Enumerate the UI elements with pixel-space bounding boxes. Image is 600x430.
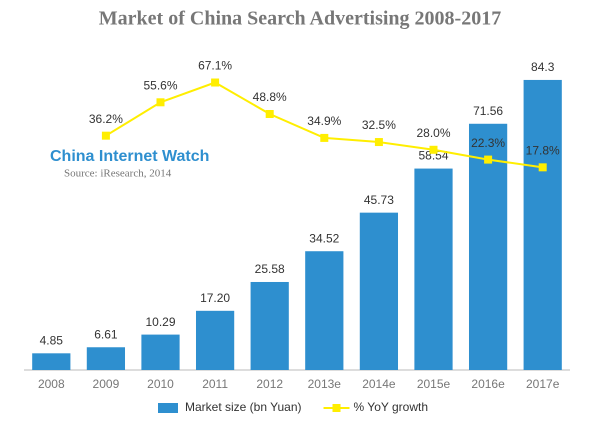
legend-label: Market size (bn Yuan): [185, 400, 302, 414]
bar: [305, 251, 344, 370]
line-label: 36.2%: [89, 112, 123, 126]
x-tick-label: 2010: [147, 377, 174, 391]
line-marker: [211, 78, 220, 87]
bar-label: 58.54: [418, 149, 448, 163]
bar-label: 17.20: [200, 291, 230, 305]
chart-title: Market of China Search Advertising 2008-…: [99, 8, 501, 30]
line-marker: [320, 133, 329, 142]
line-marker: [374, 138, 383, 147]
x-tick-label: 2009: [93, 377, 120, 391]
line-marker: [265, 110, 274, 118]
bar: [359, 212, 399, 370]
x-tick-label: 2017e: [526, 377, 560, 391]
x-tick-label: 2012: [256, 377, 283, 391]
line-label: 48.8%: [253, 90, 287, 104]
bar: [141, 334, 180, 370]
bar: [250, 281, 289, 370]
line-marker: [538, 163, 547, 172]
x-tick-label: 2008: [38, 377, 65, 391]
line-label: 34.9%: [307, 114, 341, 128]
legend-label: % YoY growth: [354, 400, 429, 414]
source: Source: iResearch, 2014: [64, 168, 172, 180]
bar-label: 10.29: [145, 315, 175, 329]
bar-label: 71.56: [473, 104, 503, 118]
x-tick-label: 2016e: [471, 377, 505, 391]
line-label: 22.3%: [471, 136, 505, 150]
bar: [86, 347, 126, 370]
line-label: 17.8%: [526, 144, 560, 158]
line-marker: [156, 98, 165, 107]
x-tick-label: 2014e: [362, 377, 396, 391]
bar-label: 84.3: [531, 60, 555, 74]
line-label: 67.1%: [198, 59, 232, 73]
bar: [468, 123, 508, 371]
bar-label: 45.73: [364, 193, 394, 207]
legend-marker: [332, 404, 341, 412]
bar: [523, 79, 562, 370]
legend-swatch: [158, 403, 178, 413]
line-label: 32.5%: [362, 118, 396, 132]
line-marker: [101, 131, 110, 140]
bar: [32, 353, 71, 370]
line-marker: [429, 145, 438, 154]
line-label: 55.6%: [143, 78, 177, 92]
bar: [195, 310, 235, 370]
bar-label: 25.58: [255, 262, 285, 276]
bar-label: 34.52: [309, 231, 339, 245]
x-tick-label: 2015e: [417, 377, 451, 391]
x-tick-label: 2011: [202, 377, 228, 391]
bar-label: 4.85: [40, 333, 64, 347]
bar-label: 6.61: [94, 327, 118, 341]
x-tick-label: 2013e: [308, 377, 342, 391]
bar: [414, 168, 453, 370]
line-marker: [484, 155, 493, 164]
line-label: 28.0%: [416, 126, 450, 140]
watermark: China Internet Watch: [50, 148, 209, 165]
